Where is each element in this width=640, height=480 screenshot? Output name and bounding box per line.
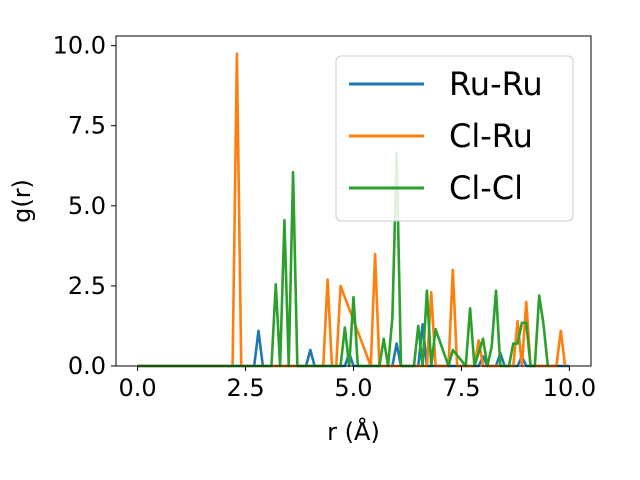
y-tick-label: 2.5 xyxy=(68,272,106,300)
x-tick-label: 2.5 xyxy=(226,374,264,402)
x-tick-label: 5.0 xyxy=(334,374,372,402)
y-tick-label: 10.0 xyxy=(53,32,106,60)
ticks-layer: 0.0 2.5 5.0 7.5 10.0 0.0 2.5 5.0 7.5 10.0 xyxy=(53,32,597,402)
y-axis-label: g(r) xyxy=(8,179,36,223)
y-tick-label: 5.0 xyxy=(68,192,106,220)
y-tick-label: 7.5 xyxy=(68,112,106,140)
series-line-ru-ru xyxy=(137,323,570,368)
x-tick-label: 7.5 xyxy=(442,374,480,402)
legend-box xyxy=(335,55,574,222)
x-tick-label: 0.0 xyxy=(119,374,157,402)
y-tick-label: 0.0 xyxy=(68,352,106,380)
legend-label: Ru-Ru xyxy=(449,65,543,103)
x-axis-label: r (Å) xyxy=(327,417,380,446)
legend: Ru-Ru Cl-Ru Cl-Cl xyxy=(335,55,574,222)
legend-label: Cl-Ru xyxy=(449,117,533,155)
x-tick-label: 10.0 xyxy=(543,374,596,402)
legend-label: Cl-Cl xyxy=(449,169,523,207)
